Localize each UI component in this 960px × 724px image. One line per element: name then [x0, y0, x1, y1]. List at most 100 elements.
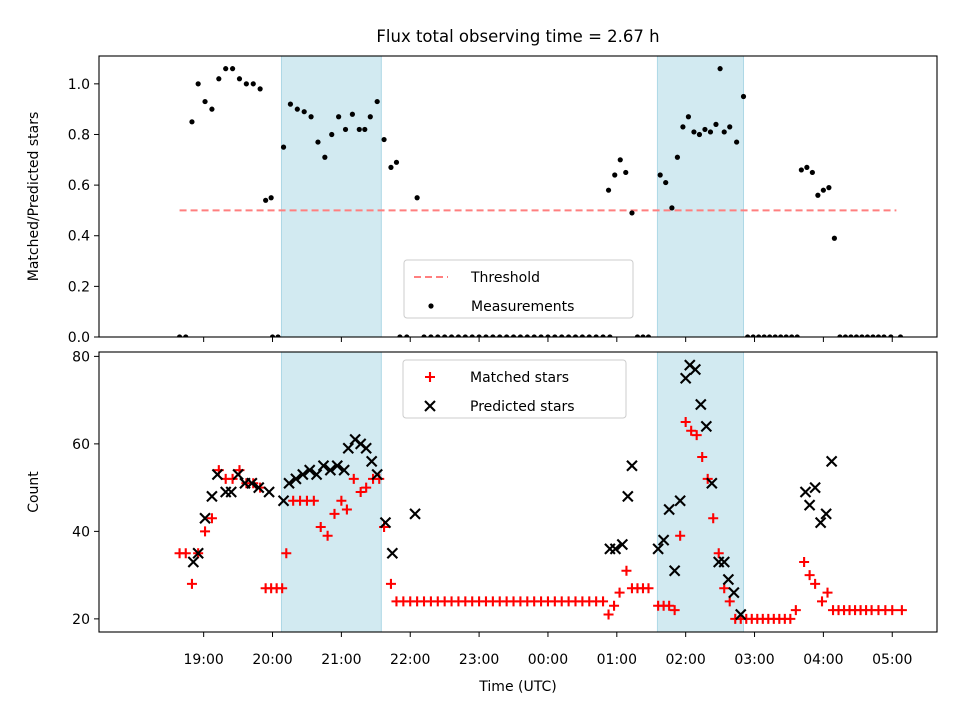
- matched-point: [186, 578, 197, 589]
- measurement-point: [538, 334, 544, 337]
- matched-point: [355, 487, 366, 497]
- predicted-point: [809, 481, 821, 494]
- matched-point: [315, 522, 326, 532]
- predicted-point: [211, 468, 224, 481]
- measurement-point: [381, 136, 387, 143]
- measurement-point: [842, 334, 849, 337]
- predicted-point: [825, 455, 838, 468]
- measurement-point: [680, 124, 686, 130]
- observing-window-shade: [656, 56, 745, 337]
- matched-point: [385, 578, 396, 589]
- y-axis-label: Matched/Predicted stars: [26, 112, 42, 282]
- matched-point: [614, 587, 625, 598]
- x-tick-label: 00:00: [528, 652, 568, 668]
- matched-point: [785, 613, 796, 624]
- measurement-point: [864, 334, 871, 337]
- legend-label: Predicted stars: [470, 399, 575, 415]
- predicted-point: [652, 543, 664, 555]
- measurement-point: [778, 334, 784, 337]
- matched-point: [887, 605, 898, 616]
- x-tick-label: 19:00: [183, 652, 223, 668]
- measurement-point: [617, 157, 623, 163]
- measurement-point: [202, 98, 208, 105]
- measurement-point: [789, 334, 795, 337]
- measurement-point: [517, 334, 524, 337]
- matched-point: [361, 482, 372, 493]
- measurement-point: [756, 334, 762, 337]
- predicted-point: [820, 508, 832, 520]
- measurement-point: [794, 334, 800, 337]
- measurement-point: [645, 334, 652, 337]
- x-tick-label: 03:00: [734, 652, 774, 668]
- predicted-point: [799, 486, 812, 498]
- y-tick-label: 0.4: [68, 229, 90, 245]
- matched-point: [799, 557, 810, 567]
- series-measurements: [176, 66, 904, 337]
- measurement-point: [524, 334, 530, 337]
- y-tick-label: 60: [72, 437, 90, 453]
- matched-point: [281, 548, 292, 559]
- measurement-point: [483, 334, 489, 337]
- measurement-point: [837, 334, 843, 337]
- series-predicted-stars: [187, 359, 838, 621]
- measurement-point: [342, 126, 349, 133]
- predicted-point: [290, 473, 302, 485]
- predicted-point: [663, 503, 675, 516]
- predicted-point: [310, 468, 323, 481]
- matched-point: [200, 526, 211, 537]
- measurement-point: [497, 334, 503, 337]
- predicted-point: [689, 363, 702, 376]
- predicted-point: [283, 477, 295, 489]
- matched-point: [180, 548, 191, 559]
- measurement-point: [414, 195, 420, 201]
- matched-point: [609, 600, 620, 611]
- measurement-point: [448, 334, 455, 337]
- legend-label: Threshold: [470, 270, 540, 286]
- legend-matched-swatch: [425, 372, 435, 382]
- matched-point: [322, 530, 333, 541]
- matched-point: [669, 605, 680, 616]
- matched-point: [348, 473, 359, 484]
- matched-point: [675, 530, 686, 541]
- matched-point: [664, 600, 675, 611]
- x-axis-label: Time (UTC): [478, 679, 556, 695]
- measurement-point: [435, 334, 441, 337]
- matched-point: [708, 513, 719, 524]
- plot-area: [176, 56, 904, 337]
- predicted-point: [604, 543, 616, 555]
- matched-point: [598, 596, 609, 607]
- predicted-point: [277, 495, 290, 507]
- measurement-point: [815, 192, 821, 198]
- measurement-point: [629, 210, 635, 216]
- measurement-point: [657, 172, 663, 178]
- matched-point: [686, 425, 697, 436]
- predicted-point: [297, 468, 309, 481]
- measurement-point: [176, 334, 183, 337]
- measurement-point: [826, 185, 832, 191]
- matched-point: [341, 504, 352, 515]
- count-panel: 20 40 60 80 19:00 20:00 21:00 22:00 23:00 00:00 01…: [26, 349, 938, 668]
- measurement-point: [236, 76, 243, 82]
- predicted-point: [342, 442, 355, 454]
- predicted-point: [206, 490, 218, 503]
- x-tick-label: 01:00: [597, 652, 637, 668]
- measurement-point: [663, 179, 669, 186]
- matched-point: [329, 508, 340, 519]
- measurement-point: [367, 114, 373, 120]
- y-tick-label: 1.0: [68, 77, 90, 93]
- matched-point: [691, 430, 702, 441]
- predicted-point: [722, 573, 735, 586]
- matched-point: [817, 596, 828, 607]
- matched-point: [206, 513, 217, 524]
- measurement-point: [820, 187, 826, 193]
- predicted-point: [303, 464, 316, 476]
- measurement-point: [740, 93, 747, 100]
- measurement-point: [189, 119, 195, 125]
- x-tick-label: 21:00: [321, 652, 361, 668]
- predicted-point: [718, 556, 730, 568]
- measurement-point: [761, 334, 767, 337]
- measurement-point: [510, 334, 517, 337]
- measurement-point: [853, 334, 860, 337]
- measurement-point: [772, 334, 778, 337]
- measurement-point: [490, 334, 496, 337]
